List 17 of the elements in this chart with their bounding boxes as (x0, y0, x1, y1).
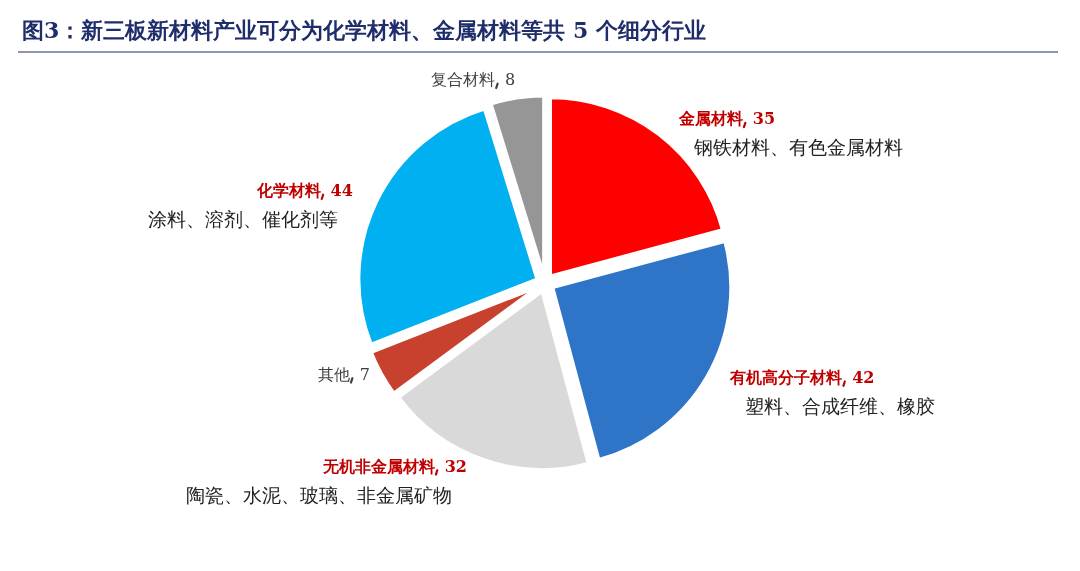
slice-label: 复合材料 (431, 70, 495, 90)
data-label: 8 (505, 70, 516, 90)
data-label: 32 (444, 456, 467, 476)
text: 钢铁材料、有色金属材料 (693, 136, 903, 159)
slice-label: 其他 (317, 364, 350, 384)
slice-label: 无机非金属材料 (321, 456, 435, 476)
text: 陶瓷、水泥、玻璃、非金属矿物 (185, 483, 452, 506)
chart-title: 图3：新三板新材料产业可分为化学材料、金属材料等共 5 个细分行业 (22, 17, 706, 43)
data-label: 44 (330, 181, 353, 201)
slice-label: 金属材料 (677, 109, 743, 129)
slice-label: 有机高分子材料 (729, 368, 843, 387)
data-label: 42 (852, 368, 875, 387)
data-label: 35 (752, 109, 776, 129)
slice-label: 化学材料 (255, 181, 321, 201)
text: 塑料、合成纤维、橡胶 (745, 395, 936, 417)
data-label: 7 (359, 364, 370, 384)
text: 涂料、溶剂、催化剂等 (147, 208, 338, 231)
